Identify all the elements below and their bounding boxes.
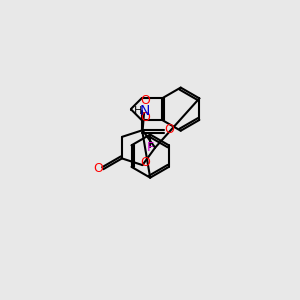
Text: O: O [140, 111, 150, 124]
Text: O: O [141, 156, 151, 169]
Text: O: O [164, 123, 174, 136]
Text: H: H [134, 106, 142, 116]
Text: O: O [140, 94, 150, 107]
Text: O: O [93, 162, 103, 175]
Text: F: F [147, 141, 154, 154]
Text: N: N [140, 104, 150, 118]
